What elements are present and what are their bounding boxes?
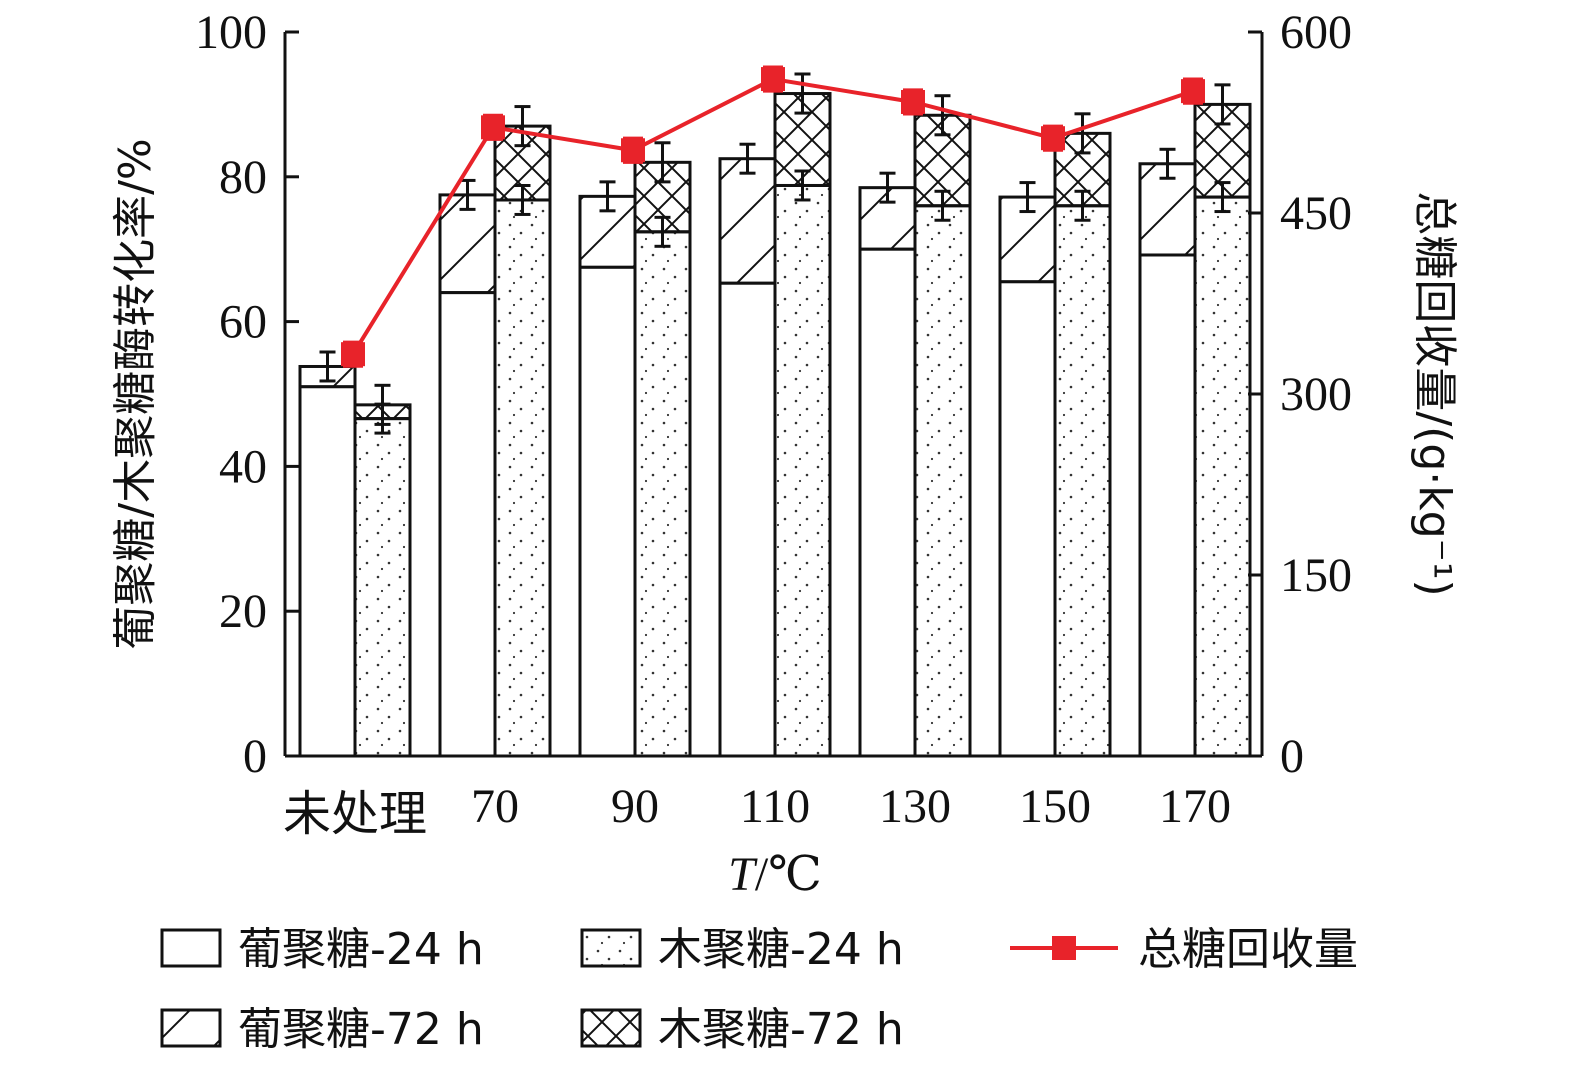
x-tick-label-6: 170 xyxy=(1159,780,1231,833)
y-tick-label-2: 40 xyxy=(219,440,267,493)
y2-tick-label-0: 0 xyxy=(1280,730,1304,783)
bar-glucan-24h-4 xyxy=(858,247,917,758)
y2-tick-label-1: 150 xyxy=(1280,549,1352,602)
x-tick-label-4: 130 xyxy=(879,780,951,833)
legend-label-0: 葡聚糖-24 h xyxy=(238,924,484,975)
bar-xylan-24h-3 xyxy=(773,183,832,758)
errorbar-xylan-24h-1 xyxy=(514,183,531,216)
errorbar-xylan-72h-3 xyxy=(794,72,811,115)
legend-label-total-sugar: 总糖回收量 xyxy=(1138,924,1358,975)
legend-swatch-0 xyxy=(160,928,222,968)
total-sugar-point-1 xyxy=(481,115,505,140)
y2-axis-title: 总糖回收量/(g·kg⁻¹) xyxy=(1409,191,1460,596)
errorbar-glucan-72h-3 xyxy=(739,142,756,175)
errorbar-xylan-72h-4 xyxy=(934,94,951,137)
legend-line-marker xyxy=(1052,936,1076,960)
errorbar-xylan-24h-5 xyxy=(1074,189,1091,222)
errorbar-xylan-24h-2 xyxy=(654,215,671,248)
x-tick-label-0: 未处理 xyxy=(283,788,427,841)
legend-swatch-3 xyxy=(580,1008,642,1048)
axes-layer: 未处理 70 90 110 130 150 170 0 20 40 60 80 100 0 150 300 45… xyxy=(195,6,1352,841)
total-sugar-point-6 xyxy=(1181,79,1205,104)
legend-swatch-2 xyxy=(160,1008,222,1048)
total-sugar-point-4 xyxy=(901,89,925,114)
x-tick-label-5: 150 xyxy=(1019,780,1091,833)
errorbar-xylan-72h-5 xyxy=(1074,112,1091,155)
errorbar-xylan-72h-6 xyxy=(1214,83,1231,126)
legend-label-3: 木聚糖-72 h xyxy=(658,1004,904,1055)
errorbar-xylan-24h-0 xyxy=(374,402,391,435)
y-tick-label-5: 100 xyxy=(195,6,267,59)
errorbar-xylan-24h-4 xyxy=(934,189,951,222)
x-tick-label-1: 70 xyxy=(471,780,519,833)
errorbar-glucan-72h-6 xyxy=(1159,147,1176,180)
errorbar-xylan-24h-3 xyxy=(794,169,811,202)
errorbar-glucan-72h-5 xyxy=(1019,181,1036,214)
bar-xylan-24h-4 xyxy=(913,204,972,758)
bar-xylan-24h-2 xyxy=(633,230,692,758)
bar-glucan-24h-6 xyxy=(1138,253,1197,758)
x-axis-title: T/℃ xyxy=(728,848,822,901)
bar-xylan-24h-0 xyxy=(353,417,412,758)
bar-xylan-24h-6 xyxy=(1193,195,1252,758)
x-tick-label-3: 110 xyxy=(740,780,810,833)
total-sugar-point-2 xyxy=(621,138,645,163)
bar-xylan-24h-5 xyxy=(1053,204,1112,758)
x-tick-label-2: 90 xyxy=(611,780,659,833)
bar-glucan-24h-0 xyxy=(298,385,357,758)
bar-xylan-24h-1 xyxy=(493,198,552,758)
errorbar-xylan-72h-1 xyxy=(514,105,531,148)
bar-glucan-24h-2 xyxy=(578,265,637,758)
bars-layer xyxy=(298,92,1252,758)
legend: 葡聚糖-24 h 木聚糖-24 h 葡聚糖-72 h 木聚糖-72 h 总糖回收量 xyxy=(160,924,1358,1055)
total-sugar-point-0 xyxy=(341,342,365,367)
x-axis-title-unit: /℃ xyxy=(755,848,822,901)
y-tick-label-1: 20 xyxy=(219,585,267,638)
y-tick-label-0: 0 xyxy=(243,730,267,783)
total-sugar-point-3 xyxy=(761,67,785,92)
error-bars-layer xyxy=(319,72,1231,435)
bar-glucan-24h-3 xyxy=(718,281,777,758)
x-axis-title-italic: T xyxy=(728,848,758,901)
errorbar-glucan-72h-0 xyxy=(319,350,336,383)
errorbar-glucan-72h-2 xyxy=(599,180,616,213)
y2-tick-label-4: 600 xyxy=(1280,6,1352,59)
errorbar-xylan-24h-6 xyxy=(1214,181,1231,214)
errorbar-xylan-72h-2 xyxy=(654,141,671,184)
y-axis-title: 葡聚糖/木聚糖酶转化率/% xyxy=(110,138,161,649)
bar-glucan-72h-3 xyxy=(718,157,777,285)
total-sugar-line-layer xyxy=(341,65,1205,368)
y-tick-label-4: 80 xyxy=(219,151,267,204)
y2-tick-label-2: 300 xyxy=(1280,368,1352,421)
legend-label-2: 葡聚糖-72 h xyxy=(238,1004,484,1055)
errorbar-glucan-72h-4 xyxy=(879,171,896,204)
y2-tick-label-3: 450 xyxy=(1280,187,1352,240)
legend-label-1: 木聚糖-24 h xyxy=(658,924,904,975)
total-sugar-point-5 xyxy=(1041,126,1065,151)
bar-glucan-24h-1 xyxy=(438,291,497,758)
legend-swatch-1 xyxy=(580,928,642,968)
y-tick-label-3: 60 xyxy=(219,296,267,349)
bar-glucan-24h-5 xyxy=(998,280,1057,758)
